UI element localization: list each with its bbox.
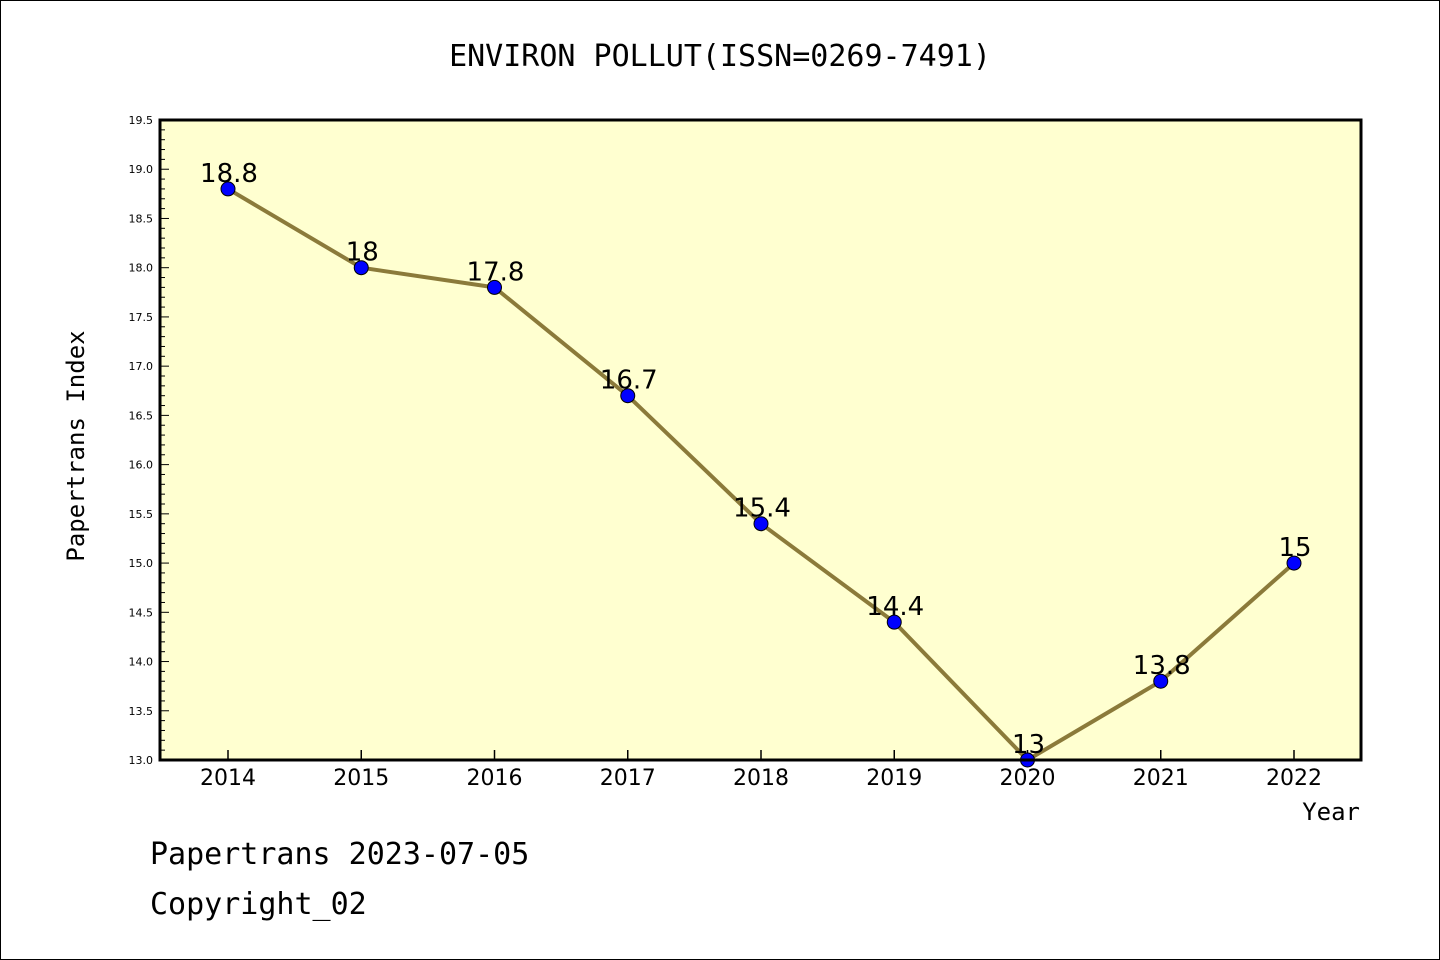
x-tick-label: 2014 xyxy=(200,766,256,791)
data-label: 17.8 xyxy=(467,257,525,287)
data-point xyxy=(886,614,902,630)
data-point xyxy=(1153,673,1169,689)
y-tick-label: 17.0 xyxy=(129,360,154,373)
data-label: 14.4 xyxy=(866,592,924,622)
data-label: 13.8 xyxy=(1133,651,1191,681)
footer-date: Papertrans 2023-07-05 xyxy=(150,837,529,872)
x-axis-label: Year xyxy=(1302,798,1360,826)
y-tick-label: 16.0 xyxy=(129,459,154,472)
plot-area xyxy=(160,120,1361,760)
x-tick-label: 2021 xyxy=(1133,766,1189,791)
y-tick-label: 18.0 xyxy=(129,262,154,275)
data-label: 16.7 xyxy=(600,366,658,396)
data-point xyxy=(353,260,369,276)
y-tick-label: 15.0 xyxy=(129,557,154,570)
x-axis: 2014 2015 2016 2017 2018 2019 2020 2021 2022 xyxy=(200,750,1322,791)
data-point xyxy=(487,279,502,295)
plot-border xyxy=(158,118,1363,762)
data-label: 18.8 xyxy=(200,159,258,189)
x-tick-label: 2019 xyxy=(866,766,922,791)
x-tick-label: 2015 xyxy=(333,766,389,791)
data-point xyxy=(220,181,236,197)
y-tick-label: 14.0 xyxy=(129,656,154,669)
y-tick-label: 18.5 xyxy=(129,212,154,225)
y-tick-label: 16.5 xyxy=(129,409,154,422)
data-point xyxy=(753,516,769,532)
x-tick-label: 2020 xyxy=(1000,766,1056,791)
y-tick-label: 17.5 xyxy=(129,311,154,324)
x-tick-label: 2018 xyxy=(733,766,789,791)
data-label: 15.4 xyxy=(733,494,791,524)
x-tick-label: 2022 xyxy=(1266,766,1322,791)
data-point xyxy=(620,388,636,404)
y-tick-label: 15.5 xyxy=(129,508,154,521)
y-tick-label: 19.5 xyxy=(129,114,154,127)
x-tick-label: 2016 xyxy=(467,766,523,791)
data-label: 18 xyxy=(346,238,379,268)
y-tick-label: 19.0 xyxy=(129,163,154,176)
data-point xyxy=(1286,555,1302,571)
data-label: 13 xyxy=(1012,730,1045,760)
data-series: 18.8 18 17.8 16.7 15.4 14.4 13 13.8 15 xyxy=(200,159,1312,768)
chart-title: ENVIRON POLLUT(ISSN=0269-7491) xyxy=(449,39,991,74)
y-tick-label: 13.5 xyxy=(129,705,154,718)
footer-copyright: Copyright_02 xyxy=(150,887,367,922)
y-tick-label: 14.5 xyxy=(129,606,154,619)
data-label: 15 xyxy=(1278,533,1311,563)
y-axis: 13.0 13.5 14.0 14.5 15.0 15.5 16.0 16.5 17.0 17.5… xyxy=(129,114,169,767)
x-tick-label: 2017 xyxy=(600,766,656,791)
y-tick-label: 13.0 xyxy=(129,754,154,767)
y-axis-label: Papertrans Index xyxy=(62,330,90,561)
